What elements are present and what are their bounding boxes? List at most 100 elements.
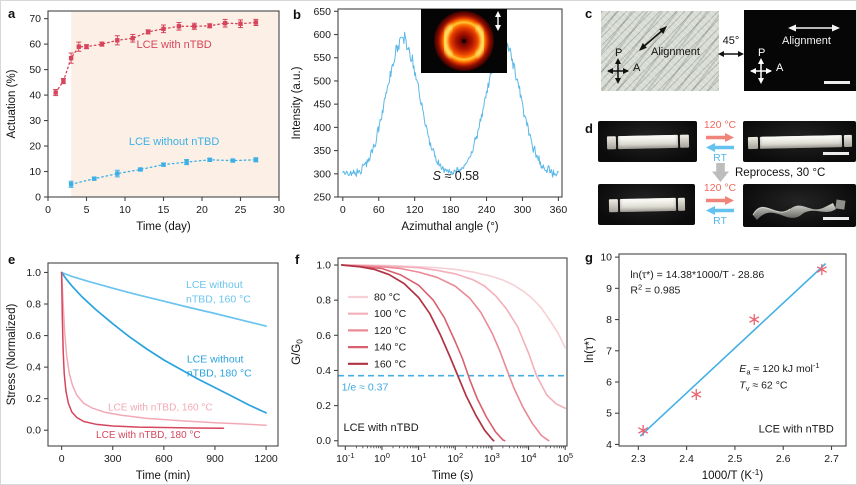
svg-text:0.8: 0.8 — [316, 295, 331, 307]
svg-text:400: 400 — [313, 122, 331, 134]
svg-text:102: 102 — [447, 451, 463, 465]
svg-text:600: 600 — [155, 453, 173, 465]
legend-label: 120 °C — [374, 325, 407, 337]
annotation: nTBD, 160 °C — [186, 293, 251, 305]
rotation-angle-indicator: 45° — [715, 35, 747, 59]
chart-e: 0 300 600 900 1200 0.0 0.2 0.4 0.6 0.8 1.0 Time (mi… — [6, 262, 279, 482]
svg-text:0.8: 0.8 — [26, 299, 41, 311]
sample-photo-original-cool — [598, 121, 697, 162]
annotation: R2 = 0.985 — [630, 282, 680, 296]
panel-e-stress-relaxation-chart: 0 300 600 900 1200 0.0 0.2 0.4 0.6 0.8 1.0 Time (mi… — [3, 244, 288, 484]
cool-left-arrow-icon — [706, 205, 734, 215]
lce-strip — [747, 134, 852, 149]
down-arrow-icon — [712, 163, 729, 182]
svg-text:8: 8 — [606, 314, 612, 326]
series-160-c — [340, 264, 495, 442]
lce-strip — [606, 134, 689, 149]
twisted-ribbon-graphic — [752, 199, 846, 220]
svg-text:0.2: 0.2 — [316, 400, 331, 412]
svg-text:103: 103 — [484, 451, 500, 465]
svg-text:10: 10 — [119, 204, 131, 216]
heat-temperature-label: 120 °C — [703, 182, 737, 194]
annotation: nTBD, 180 °C — [187, 368, 252, 380]
scale-bar — [823, 217, 849, 220]
y-axis-label: Stress (Normalized) — [6, 304, 18, 406]
svg-text:240: 240 — [478, 204, 496, 216]
panel-f-modulus-relaxation-chart: 10-1 100 101 102 103 104 105 0.0 0.2 0.4 0.6 0.8 1.0… — [288, 244, 581, 484]
horizontal-double-arrow-icon — [718, 51, 744, 57]
svg-text:5: 5 — [84, 204, 90, 216]
strip-body — [617, 134, 678, 149]
cool-left-arrow-icon — [706, 142, 734, 152]
lce-strip — [608, 197, 685, 212]
y-axis-label: ln(τ*) — [584, 337, 596, 363]
strip-body — [619, 197, 676, 212]
pom-dark-field-image: Alignment P A — [744, 10, 856, 91]
svg-text:2.4: 2.4 — [679, 453, 694, 465]
svg-text:2.6: 2.6 — [776, 453, 791, 465]
svg-text:30: 30 — [29, 115, 41, 127]
shaded-region — [71, 11, 279, 197]
series-lce-with-ntbd — [55, 21, 257, 94]
svg-text:25: 25 — [235, 204, 247, 216]
annotation: LCE without — [186, 279, 243, 291]
strip-end-tab — [677, 197, 685, 211]
annotation: LCE with nTBD — [759, 424, 834, 436]
crossed-polarizers-icon — [750, 58, 772, 84]
annotation: LCE with nTBD, 180 °C — [96, 430, 201, 441]
panel-label-a: a — [8, 6, 16, 21]
chart-a: 0 5 10 15 20 25 30 0 10 20 30 40 50 60 70 Time (day) Act… — [6, 10, 285, 233]
series-100-c — [340, 264, 566, 409]
svg-text:30: 30 — [273, 204, 285, 216]
angle-value: 45° — [722, 35, 740, 47]
scale-bar — [824, 81, 850, 84]
svg-text:550: 550 — [313, 52, 331, 64]
thermal-cycle-top: 120 °C RT — [698, 119, 742, 164]
svg-text:105: 105 — [557, 451, 573, 465]
x-axis-label: Time (min) — [136, 470, 191, 482]
svg-text:2.7: 2.7 — [824, 453, 839, 465]
svg-text:0.2: 0.2 — [26, 393, 41, 405]
series-lce-with-ntbd-160-c — [60, 271, 267, 426]
svg-text:1.0: 1.0 — [26, 267, 41, 279]
svg-text:70: 70 — [29, 13, 41, 25]
svg-text:0: 0 — [35, 192, 41, 204]
analyzer-label: A — [776, 62, 784, 74]
strip-end-tab — [606, 135, 616, 149]
svg-text:40: 40 — [29, 90, 41, 102]
panel-label-f: f — [295, 252, 300, 267]
alignment-horizontal-arrow-icon — [788, 24, 840, 32]
annotation: LCE without nTBD — [129, 136, 220, 148]
x-axis-label: Time (day) — [136, 221, 191, 233]
y-axis-label: Actuation (%) — [6, 69, 18, 138]
annotation: LCE without — [187, 353, 244, 365]
svg-text:250: 250 — [313, 192, 331, 204]
svg-text:101: 101 — [411, 451, 427, 465]
svg-text:20: 20 — [29, 141, 41, 153]
svg-text:10: 10 — [29, 166, 41, 178]
annotation: Ea ≈ 120 kJ mol-1 — [739, 361, 819, 377]
svg-text:4: 4 — [606, 439, 612, 451]
sample-photo-reprocessed-twisted — [743, 184, 856, 227]
svg-text:0.4: 0.4 — [316, 365, 331, 377]
svg-text:450: 450 — [313, 99, 331, 111]
panel-label-d: d — [585, 121, 593, 136]
chart-g: 2.3 2.4 2.5 2.6 2.7 4 5 6 7 8 9 10 1000/T (K-1) ln(τ*… — [584, 252, 847, 482]
svg-text:1.0: 1.0 — [316, 260, 331, 272]
series-lce-without-ntbd-160-c — [60, 271, 267, 327]
annotation: ln(τ*) = 14.38*1000/T - 28.86 — [630, 269, 764, 281]
x-axis-label: Azimuthal angle (°) — [401, 221, 498, 233]
series-120-c — [340, 264, 550, 442]
panel-a-actuation-chart: 0 5 10 15 20 25 30 0 10 20 30 40 50 60 70 Time (day) Act… — [3, 1, 288, 249]
thermal-cycle-bottom: 120 °C RT — [698, 182, 742, 227]
scale-bar — [823, 152, 849, 155]
svg-text:300: 300 — [313, 168, 331, 180]
panel-label-e: e — [8, 252, 16, 267]
svg-text:350: 350 — [313, 145, 331, 157]
annotation: 1/e ≈ 0.37 — [342, 382, 389, 394]
heat-right-arrow-icon — [706, 132, 734, 142]
panel-label-c: c — [585, 6, 593, 21]
strip-end-tab — [747, 136, 758, 149]
annotation: LCE with nTBD — [137, 39, 212, 51]
sample-photo-original-actuated — [743, 121, 856, 162]
